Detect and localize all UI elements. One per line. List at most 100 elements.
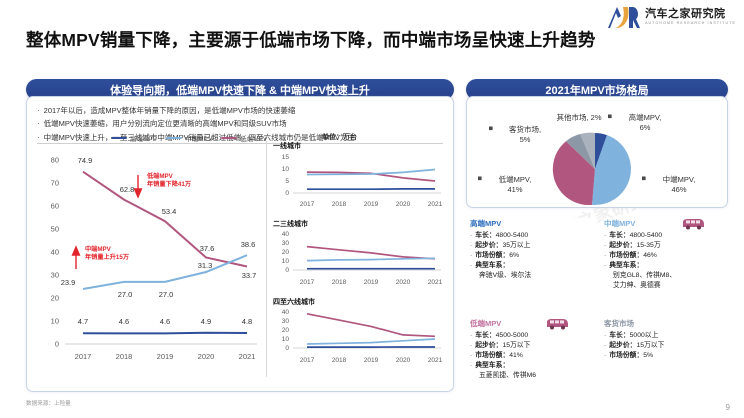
annotation-arrow-down [133,175,143,199]
market-structure-pie-chart: 其他市场, 2% 高端MPV, 6% 客货市场, 5% 低端MPV, 41% 中… [467,97,727,207]
bullet-dot-icon: · [470,262,473,270]
legend-divider [37,143,443,144]
annotation-mid-end-rise: 中端MPV 年销量上升15万 [85,246,129,263]
spec-value: 46% [643,252,657,260]
pie-label-mid: 中端MPV, [663,174,696,184]
svg-text:74.9: 74.9 [78,156,93,165]
svg-text:2021: 2021 [428,201,443,208]
segment-card-low-end: 低端MPV · 车长： 4500-5000 · 起步价： 15万以下 · 市场份… [470,318,596,381]
svg-text:15: 15 [282,154,290,161]
legend-item-low: 低端MPV [221,133,267,143]
page-title: 整体MPV销量下降，主要源于低端市场下降，而中端市场呈快速上升趋势 [26,30,596,50]
bullet-dot-icon: · [604,242,607,250]
svg-text:2020: 2020 [396,279,411,286]
legend-label-mid: 中端MPV [185,136,213,143]
spec-value: 15万以下 [636,342,665,350]
spec-row: · 起步价： 15-35万 [604,241,734,251]
svg-text:80: 80 [51,156,59,165]
svg-text:2020: 2020 [198,352,215,361]
spec-label: 起步价： [475,242,503,250]
spec-label: 车长： [609,232,630,239]
bullet-text: 低端MPV快速萎缩，用户分别流向定位更清晰的高端MPV和同级SUV市场 [43,119,287,129]
segment-card-title: 中端MPV [604,219,636,228]
right-panel-body: 其他市场, 2% 高端MPV, 6% 客货市场, 5% 低端MPV, 41% 中… [466,96,728,208]
legend-item-high: 高端MPV [111,133,157,143]
svg-text:2019: 2019 [364,201,379,208]
svg-text:0: 0 [55,340,59,349]
svg-text:37.6: 37.6 [200,244,215,253]
main-chart-legend: 高端MPV 中端MPV 低端MPV [111,133,267,143]
svg-text:5: 5 [285,178,289,185]
right-panel-header: 2021年MPV市场格局 [466,79,728,100]
spec-row: · 市场份额： 5% [604,351,734,361]
svg-text:30: 30 [282,240,290,247]
spec-row: · 典型车系： [470,261,596,271]
svg-text:10: 10 [282,336,290,343]
unit-label: 单位：万台 [322,134,357,141]
svg-text:4.8: 4.8 [242,317,252,326]
svg-text:4.6: 4.6 [119,317,129,326]
svg-text:2021: 2021 [428,279,443,286]
svg-text:40: 40 [51,248,59,257]
svg-text:46%: 46% [671,185,686,194]
spec-value: 15万以下 [502,342,531,350]
spec-label: 市场份额： [609,252,644,260]
svg-text:27.0: 27.0 [118,290,133,299]
data-source-note: 数据来源：上险量 [26,401,71,407]
bullet-dot-icon: · [470,252,473,260]
bullet-dot-icon: · [37,132,40,142]
bullet-dot-icon: · [37,106,40,115]
svg-text:0: 0 [285,345,289,352]
bullet-text: 2017年以后，造成MPV整体年销量下降的原因，是低端MPV市场的快速萎缩 [43,106,296,115]
van-icon [544,317,570,330]
bullet-dot-icon: · [470,352,473,360]
bullet-dot-icon: · [604,232,607,239]
spec-value: 6% [509,252,520,260]
pie-legend-marker-mid [642,176,646,181]
legend-label-low: 低端MPV [240,136,268,143]
svg-text:4.6: 4.6 [160,317,170,326]
annotation-line1: 中端MPV [85,246,111,253]
svg-text:23.9: 23.9 [61,278,76,287]
annotation-line2: 年销量下降41万 [147,181,192,189]
svg-text:60: 60 [51,202,59,211]
brand-logo: 汽车之家研究院 AUTOHOME RESEARCH INSTITUTE [606,4,736,30]
spec-label: 起步价： [475,342,503,350]
segment-models: 奔驰V级、埃尔法 [479,272,532,280]
svg-text:30: 30 [282,318,290,325]
spec-row: · 典型车系： [604,261,734,271]
bullet-dot-icon: · [470,342,473,350]
svg-text:2018: 2018 [332,201,347,208]
legend-swatch-mid [166,137,183,139]
spec-value: 41% [509,352,523,360]
pie-label-freight: 客货市场, [509,124,541,134]
bullet-dot-icon: · [470,362,473,370]
spec-row: · 起步价： 15万以下 [604,341,734,351]
spec-row: · 典型车系： [470,361,596,371]
svg-text:30: 30 [51,271,59,280]
svg-text:2018: 2018 [332,357,347,364]
annotation-line1: 低端MPV [147,173,173,180]
svg-text:20: 20 [51,294,59,303]
bullet-dot-icon: · [604,262,607,270]
svg-text:2017: 2017 [75,352,92,361]
annotation-arrow-up [71,245,81,269]
bullet-dot-icon: · [604,252,607,260]
spec-value: 5000以上 [629,332,659,339]
bullet-dot-icon: · [37,119,40,129]
spec-row: · 起步价： 35万以上 [470,241,596,251]
bullet-dot-icon: · [470,242,473,250]
svg-text:2019: 2019 [364,357,379,364]
spec-row: · 市场份额： 6% [470,251,596,261]
pie-label-other: 其他市场, 2% [556,112,601,122]
legend-label-high: 高端MPV [130,136,158,143]
tier-1-title: 一线城市 [273,143,301,150]
spec-label: 典型车系： [475,362,510,370]
svg-text:20: 20 [282,327,290,334]
page-number: 9 [725,403,730,412]
svg-text:2019: 2019 [157,352,174,361]
pie-legend-marker-low [478,176,482,181]
left-panel-header: 体验导向期，低端MPV快速下降 & 中端MPV快速上升 [26,79,454,100]
brand-name-en: AUTOHOME RESEARCH INSTITUTE [645,20,736,25]
